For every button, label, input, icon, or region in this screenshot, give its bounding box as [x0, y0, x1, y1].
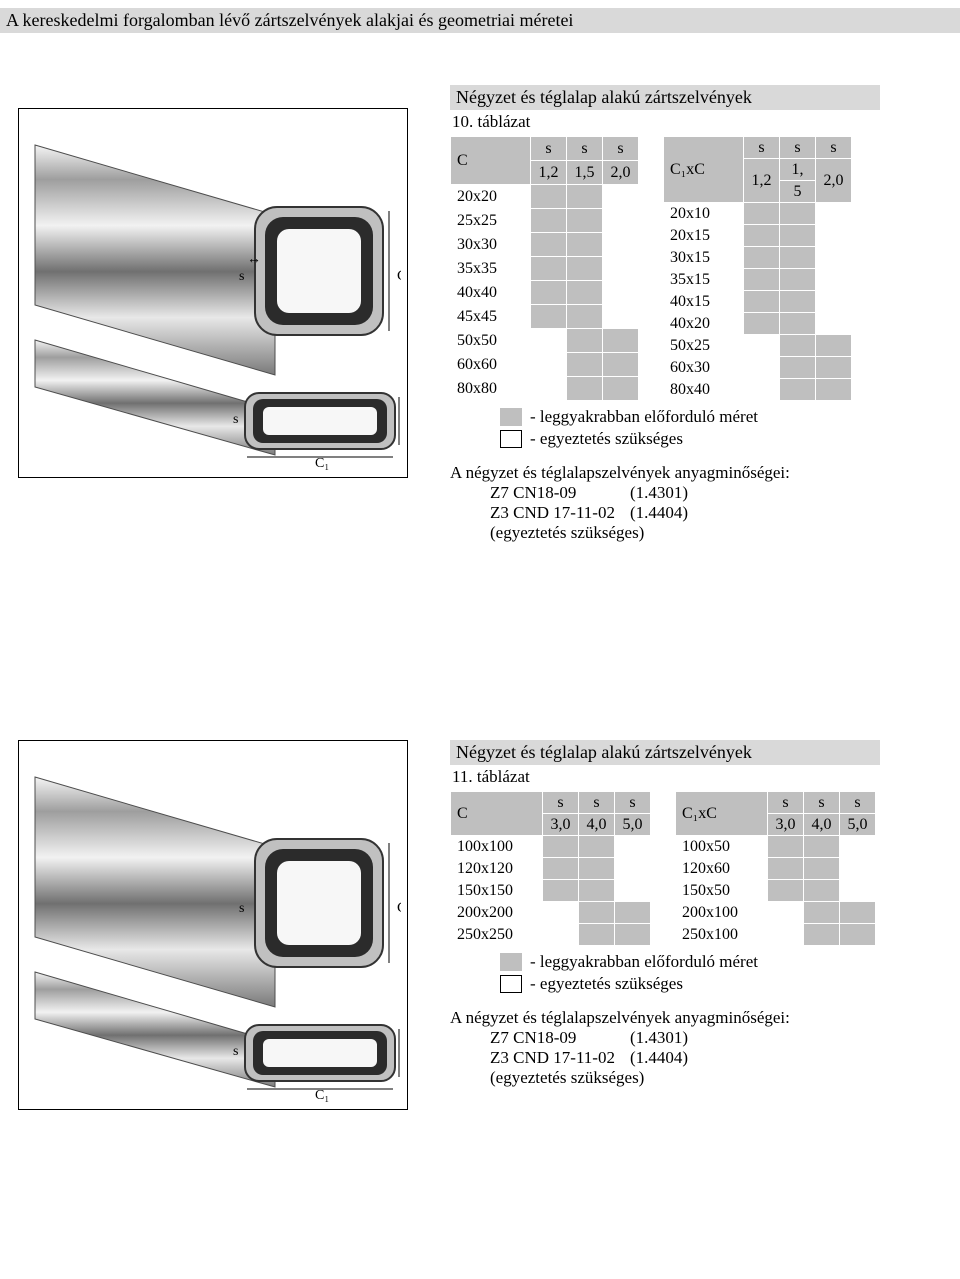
- table-row: 30x15: [664, 247, 852, 269]
- legend-grey-text: - leggyakrabban előforduló méret: [530, 407, 758, 427]
- svg-text:C₁: C₁: [315, 1088, 329, 1103]
- svg-text:C: C: [397, 900, 401, 916]
- svg-text:C: C: [397, 268, 401, 284]
- table-row: 20x15: [664, 225, 852, 247]
- table-row: 20x20: [451, 185, 639, 209]
- table-row: 100x100: [451, 836, 651, 858]
- table-row: 40x40: [451, 281, 639, 305]
- table-row: 250x250: [451, 924, 651, 946]
- legend-11: - leggyakrabban előforduló méret - egyez…: [450, 952, 950, 994]
- table-row: 120x120: [451, 858, 651, 880]
- table-row: 80x80: [451, 377, 639, 401]
- svg-text:s: s: [233, 1044, 238, 1059]
- table-row: 80x40: [664, 379, 852, 401]
- table-row: 60x60: [451, 353, 639, 377]
- table-row: 30x30: [451, 233, 639, 257]
- svg-text:s: s: [233, 412, 238, 427]
- legend-white-text: - egyeztetés szükséges: [530, 429, 683, 449]
- table-row: 120x60: [676, 858, 876, 880]
- profile-image-1: ↔ s C s C C₁: [18, 108, 408, 478]
- table-row: 35x15: [664, 269, 852, 291]
- table-row: 100x50: [676, 836, 876, 858]
- table-row: 200x200: [451, 902, 651, 924]
- table-row: 20x10: [664, 203, 852, 225]
- table-row: 25x25: [451, 209, 639, 233]
- legend-grey-text: - leggyakrabban előforduló méret: [530, 952, 758, 972]
- legend-10: - leggyakrabban előforduló méret - egyez…: [450, 407, 950, 449]
- table-row: 45x45: [451, 305, 639, 329]
- swatch-grey-icon: [500, 408, 522, 426]
- svg-text:s: s: [239, 269, 244, 284]
- svg-text:C₁: C₁: [315, 456, 329, 471]
- swatch-white-icon: [500, 430, 522, 448]
- table-10b: C₁xCsss1,21,2,0520x1020x1530x1535x1540x1…: [663, 136, 852, 401]
- table-row: 40x15: [664, 291, 852, 313]
- materials-intro: A négyzet és téglalapszelvények anyagmin…: [450, 463, 950, 483]
- table-row: 35x35: [451, 257, 639, 281]
- svg-text:s: s: [239, 901, 244, 916]
- svg-text:↔: ↔: [247, 252, 261, 267]
- page-title: A kereskedelmi forgalomban lévő zártszel…: [0, 8, 960, 33]
- swatch-white-icon: [500, 975, 522, 993]
- table-row: 200x100: [676, 902, 876, 924]
- table-11a: Csss3,04,05,0100x100120x120150x150200x20…: [450, 791, 651, 946]
- table-row: 150x150: [451, 880, 651, 902]
- table-row: 50x50: [451, 329, 639, 353]
- table-10a: Csss1,21,52,020x2025x2530x3035x3540x4045…: [450, 136, 639, 401]
- section-title-1: Négyzet és téglalap alakú zártszelvények: [450, 85, 880, 110]
- table-caption-11: 11. táblázat: [452, 767, 950, 787]
- profile-image-2: s C s C C₁: [18, 740, 408, 1110]
- table-caption-10: 10. táblázat: [452, 112, 950, 132]
- table-row: 50x25: [664, 335, 852, 357]
- table-row: 60x30: [664, 357, 852, 379]
- materials-11: A négyzet és téglalapszelvények anyagmin…: [450, 1008, 950, 1088]
- swatch-grey-icon: [500, 953, 522, 971]
- table-row: 150x50: [676, 880, 876, 902]
- materials-intro: A négyzet és téglalapszelvények anyagmin…: [450, 1008, 950, 1028]
- table-11b: C₁xCsss3,04,05,0100x50120x60150x50200x10…: [675, 791, 876, 946]
- section-title-2: Négyzet és téglalap alakú zártszelvények: [450, 740, 880, 765]
- table-row: 250x100: [676, 924, 876, 946]
- legend-white-text: - egyeztetés szükséges: [530, 974, 683, 994]
- table-row: 40x20: [664, 313, 852, 335]
- materials-10: A négyzet és téglalapszelvények anyagmin…: [450, 463, 950, 543]
